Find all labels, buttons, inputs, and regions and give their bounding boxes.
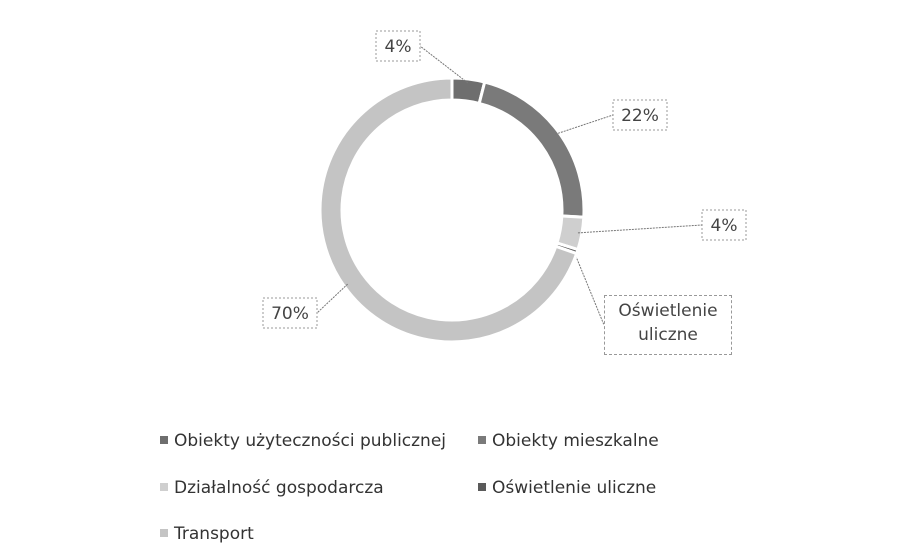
data-label-text: Oświetlenie uliczne: [604, 295, 732, 355]
data-label: 22%: [621, 106, 659, 126]
donut-segment: [477, 80, 586, 219]
leader-line: [573, 250, 605, 326]
donut-segment: [318, 76, 579, 344]
data-label: Oświetlenie uliczne: [604, 295, 732, 355]
data-label-box: [701, 209, 747, 241]
data-label: 4%: [385, 37, 412, 57]
legend-marker: [160, 529, 168, 537]
leader-line: [316, 283, 348, 314]
legend-label: Transport: [173, 524, 254, 544]
legend-marker: [160, 483, 168, 491]
legend-marker: [160, 436, 168, 444]
legend-marker: [478, 483, 486, 491]
data-label-box: [612, 99, 668, 131]
data-label: 4%: [711, 216, 738, 236]
legend-label: Obiekty użyteczności publicznej: [174, 431, 446, 451]
legend-marker: [478, 436, 486, 444]
leader-line: [577, 224, 703, 234]
legend-label: Oświetlenie uliczne: [492, 478, 656, 498]
leader-line: [555, 114, 614, 135]
data-label-box: [262, 297, 318, 329]
data-label: 70%: [271, 304, 309, 324]
data-label-box: [375, 30, 421, 62]
legend-label: Obiekty mieszkalne: [492, 431, 659, 451]
leader-line: [419, 45, 469, 84]
legend-label: Działalność gospodarcza: [174, 478, 384, 498]
